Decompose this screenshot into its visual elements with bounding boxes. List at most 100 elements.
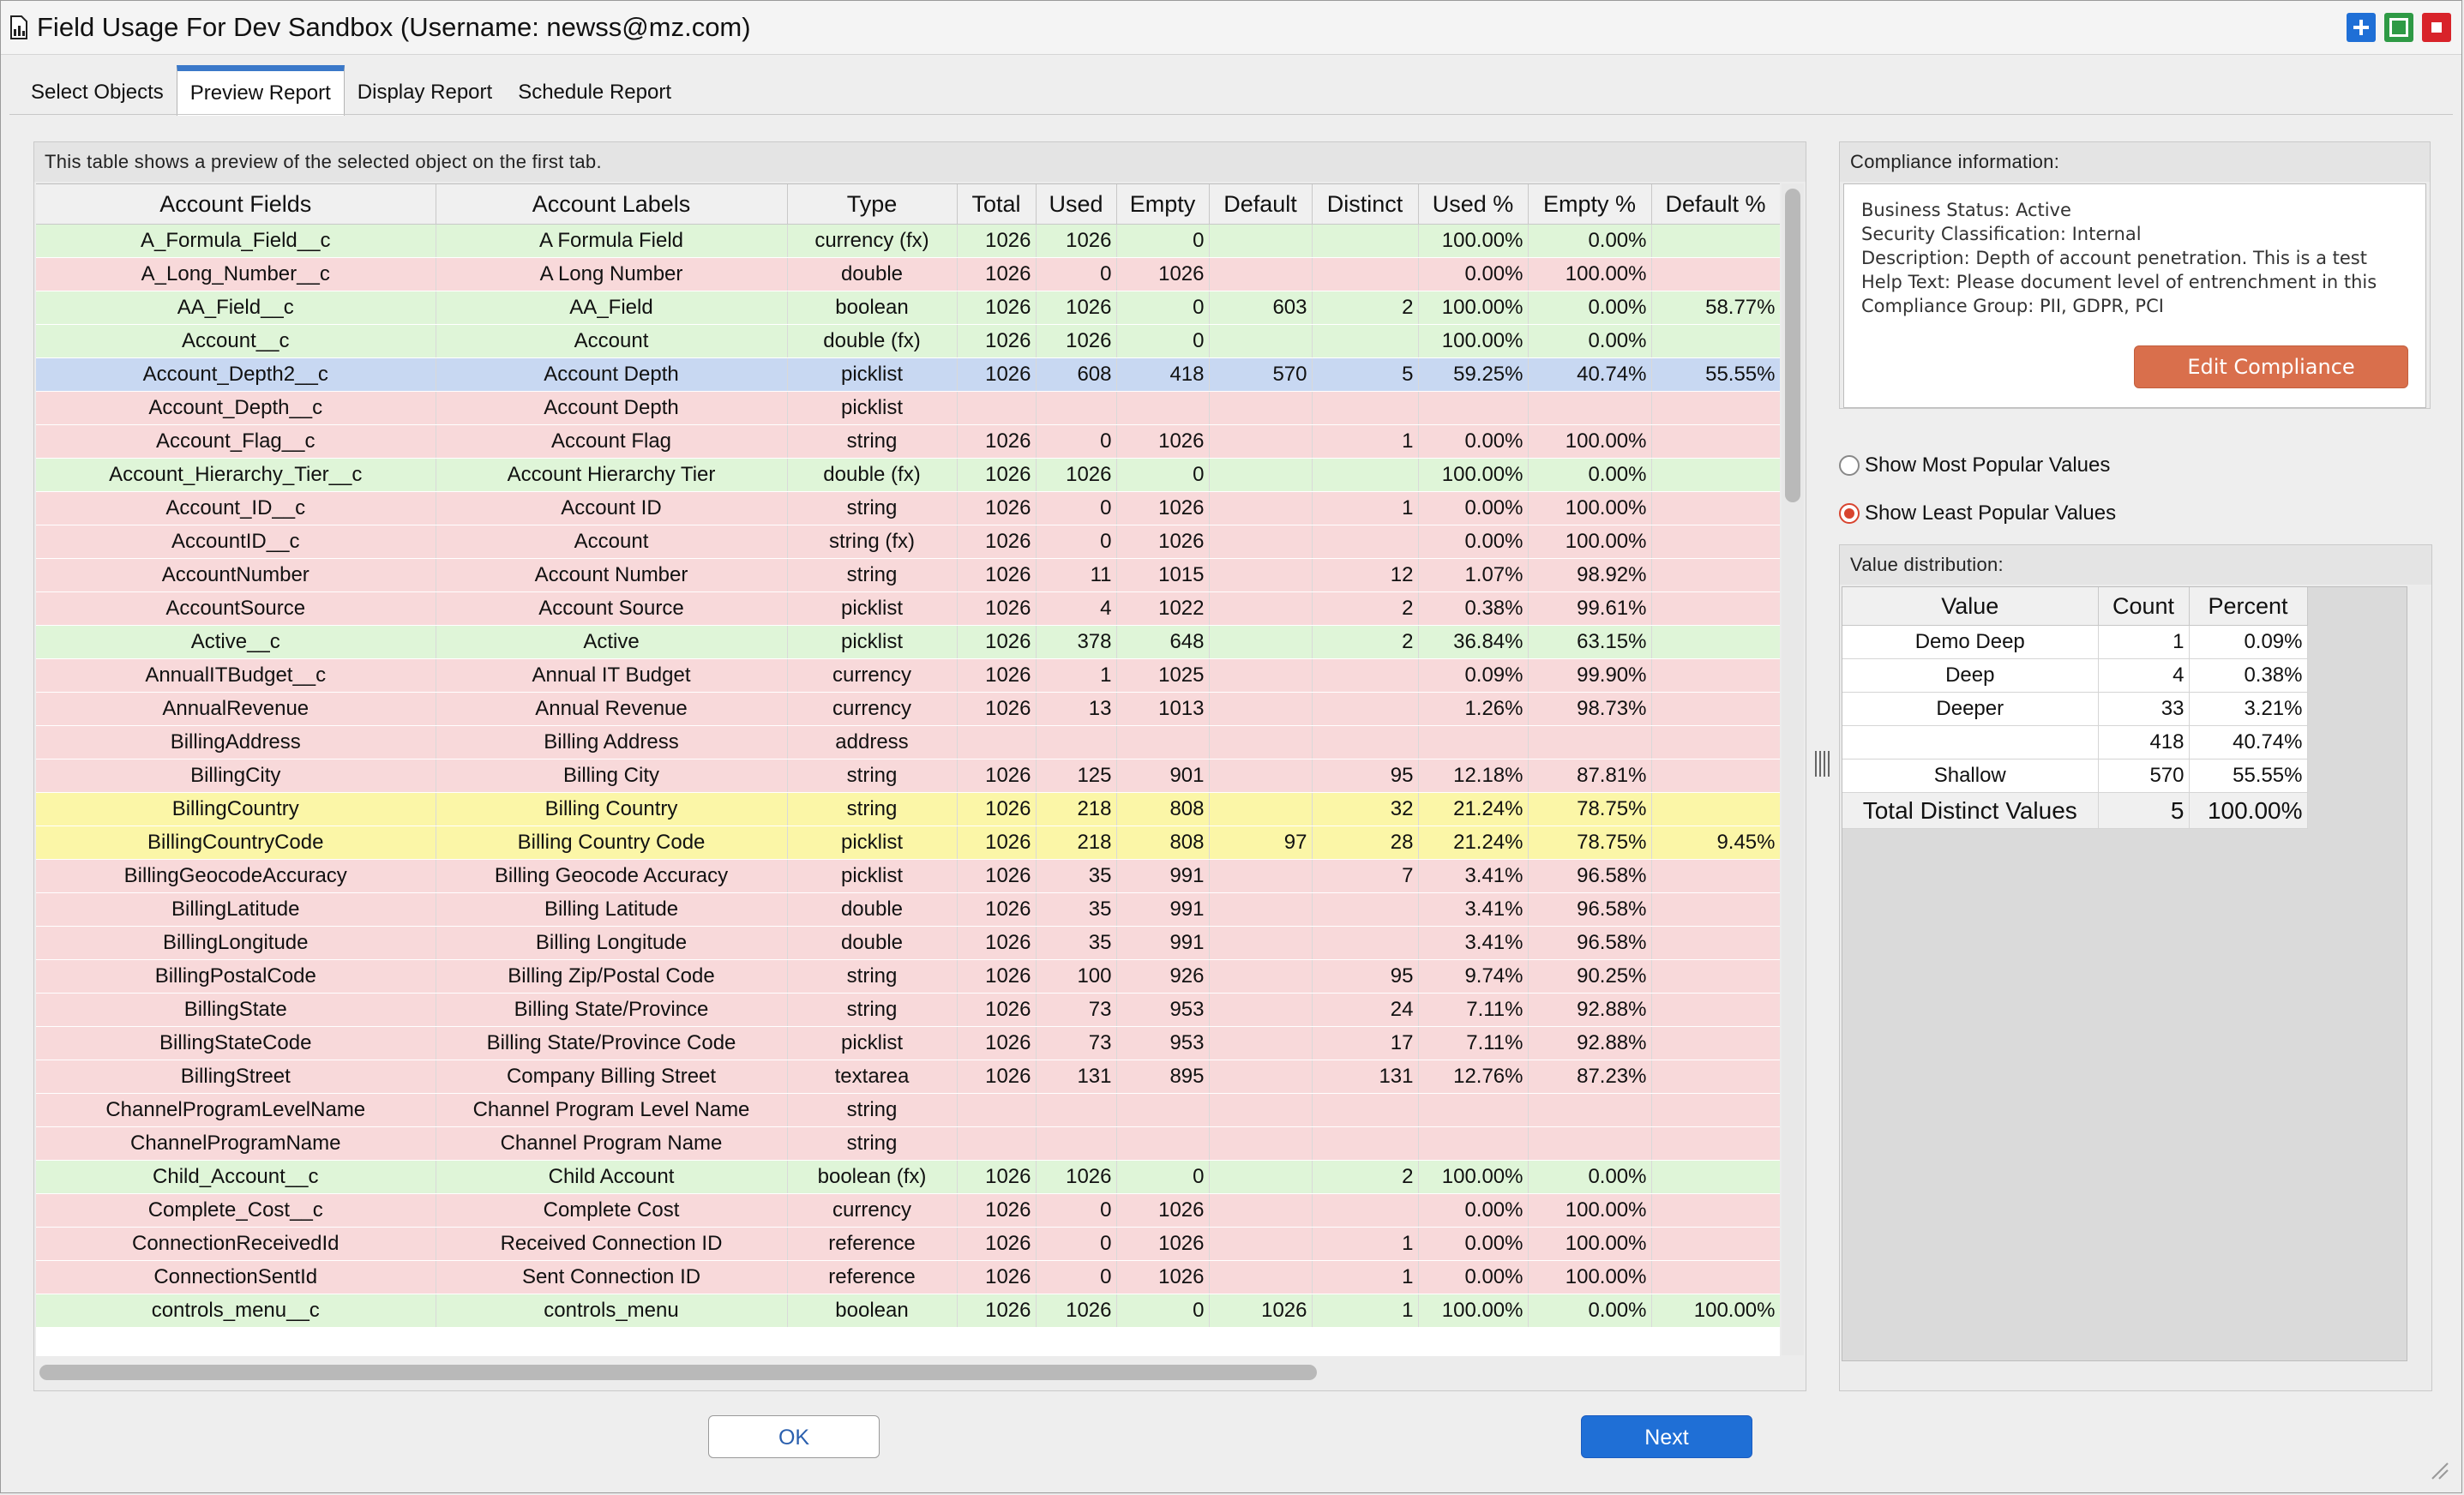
column-header[interactable]: Default % [1651, 184, 1780, 225]
list-item[interactable]: Deep 4 0.38% [1842, 658, 2308, 693]
column-header[interactable]: Account Fields [36, 184, 436, 225]
table-cell [1312, 1193, 1419, 1228]
table-row[interactable]: BillingCity Billing City string 1026 125 901 9… [36, 759, 1780, 793]
table-cell: ConnectionReceivedId [36, 1227, 436, 1261]
tab-preview-report[interactable]: Preview Report [176, 65, 345, 116]
ok-button[interactable]: OK [708, 1415, 880, 1458]
column-header[interactable]: Default [1209, 184, 1313, 225]
table-cell: 0.09% [2189, 625, 2308, 659]
column-header[interactable]: Value [1842, 587, 2099, 626]
column-header[interactable]: Count [2098, 587, 2190, 626]
table-row[interactable]: Child_Account__c Child Account boolean (fx… [36, 1160, 1780, 1194]
column-header[interactable]: Account Labels [436, 184, 788, 225]
table-cell: 100.00% [1418, 1160, 1529, 1194]
column-header[interactable]: Used [1036, 184, 1117, 225]
new-window-button[interactable] [2347, 13, 2376, 42]
table-cell: 59.25% [1418, 357, 1529, 392]
table-cell: 100.00% [1651, 1294, 1780, 1328]
close-button[interactable] [2422, 13, 2451, 42]
table-cell [1651, 658, 1780, 693]
table-cell: 1026 [957, 1026, 1037, 1060]
table-row[interactable]: BillingGeocodeAccuracy Billing Geocode Ac… [36, 859, 1780, 893]
table-cell [1209, 1160, 1313, 1194]
table-row[interactable]: A_Formula_Field__c A Formula Field currenc… [36, 224, 1780, 258]
table-cell: 3.41% [1418, 892, 1529, 927]
show-most-popular-option[interactable]: Show Most Popular Values [1839, 441, 2431, 489]
vertical-scrollbar[interactable] [1782, 183, 1804, 1355]
table-cell [1651, 725, 1780, 760]
table-cell [1209, 1227, 1313, 1261]
table-row[interactable]: A_Long_Number__c A Long Number double 1026 0… [36, 257, 1780, 291]
table-row[interactable]: BillingStreet Company Billing Street texta… [36, 1060, 1780, 1094]
column-header[interactable]: Empty % [1528, 184, 1652, 225]
list-item[interactable]: Shallow 570 55.55% [1842, 759, 2308, 793]
close-icon [2431, 22, 2442, 33]
tab-select-objects[interactable]: Select Objects [31, 81, 164, 104]
table-cell: 100.00% [1528, 1227, 1652, 1261]
table-cell: 100.00% [1528, 1260, 1652, 1294]
table-row[interactable]: AccountNumber Account Number string 1026 11 1… [36, 558, 1780, 592]
table-cell: double (fx) [787, 458, 958, 492]
table-row[interactable]: Account_Depth2__c Account Depth picklist 10… [36, 357, 1780, 392]
table-row[interactable]: Account_Depth__c Account Depth picklist [36, 391, 1780, 425]
table-cell: BillingStreet [36, 1060, 436, 1094]
tab-display-report[interactable]: Display Report [357, 81, 493, 104]
list-item[interactable]: Deeper 33 3.21% [1842, 692, 2308, 726]
table-row[interactable]: AnnualRevenue Annual Revenue currency 1026 1… [36, 692, 1780, 726]
table-row[interactable]: Account_ID__c Account ID string 1026 0 1026 1 0… [36, 491, 1780, 525]
table-row[interactable]: AccountSource Account Source picklist 1026 4… [36, 591, 1780, 626]
split-pane-handle[interactable] [1812, 747, 1832, 781]
table-row[interactable]: BillingPostalCode Billing Zip/Postal Code… [36, 959, 1780, 994]
table-row[interactable]: Complete_Cost__c Complete Cost currency 102… [36, 1193, 1780, 1228]
most-popular-radio[interactable] [1839, 455, 1860, 476]
table-row[interactable]: BillingCountryCode Billing Country Code pi… [36, 826, 1780, 860]
table-row[interactable]: Account_Hierarchy_Tier__c Account Hierarc… [36, 458, 1780, 492]
table-row[interactable]: Account_Flag__c Account Flag string 1026 0 10… [36, 424, 1780, 459]
vertical-scroll-thumb[interactable] [1785, 189, 1800, 502]
table-cell [1651, 391, 1780, 425]
edit-compliance-button[interactable]: Edit Compliance [2134, 345, 2408, 388]
column-header[interactable]: Total [957, 184, 1037, 225]
table-row[interactable]: BillingState Billing State/Province string… [36, 993, 1780, 1027]
list-item[interactable]: 418 40.74% [1842, 725, 2308, 760]
table-row[interactable]: BillingCountry Billing Country string 1026 2… [36, 792, 1780, 826]
table-row[interactable]: BillingAddress Billing Address address [36, 725, 1780, 760]
least-popular-radio[interactable] [1839, 503, 1860, 524]
resize-grip-icon[interactable] [2429, 1460, 2449, 1480]
tab-schedule-report[interactable]: Schedule Report [518, 81, 671, 104]
table-row[interactable]: ChannelProgramLevelName Channel Program L… [36, 1093, 1780, 1127]
table-row[interactable]: AccountID__c Account string (fx) 1026 0 1026 0… [36, 525, 1780, 559]
next-button[interactable]: Next [1581, 1415, 1752, 1458]
column-header[interactable]: Percent [2189, 587, 2308, 626]
table-cell: 100.00% [1418, 291, 1529, 325]
column-header[interactable]: Type [787, 184, 958, 225]
table-cell: 1026 [957, 491, 1037, 525]
maximize-button[interactable] [2384, 13, 2413, 42]
column-header[interactable]: Empty [1116, 184, 1210, 225]
table-cell: 100.00% [1418, 458, 1529, 492]
list-item[interactable]: Demo Deep 1 0.09% [1842, 625, 2308, 659]
column-header[interactable]: Distinct [1312, 184, 1419, 225]
table-cell [1651, 525, 1780, 559]
table-row[interactable]: AA_Field__c AA_Field boolean 1026 1026 0 603 2 1… [36, 291, 1780, 325]
table-row[interactable]: ConnectionReceivedId Received Connection … [36, 1227, 1780, 1261]
table-row[interactable]: AnnualITBudget__c Annual IT Budget currenc… [36, 658, 1780, 693]
table-row[interactable]: controls_menu__c controls_menu boolean 1026… [36, 1294, 1780, 1328]
table-row[interactable]: Account__c Account double (fx) 1026 1026 0 100… [36, 324, 1780, 358]
show-least-popular-option[interactable]: Show Least Popular Values [1839, 489, 2431, 537]
table-row[interactable]: ChannelProgramName Channel Program Name st… [36, 1126, 1780, 1161]
table-row[interactable]: BillingLongitude Billing Longitude double 1… [36, 926, 1780, 960]
table-row[interactable]: Active__c Active picklist 1026 378 648 2 36.84%… [36, 625, 1780, 659]
horizontal-scrollbar[interactable] [36, 1356, 1780, 1389]
horizontal-scroll-thumb[interactable] [39, 1365, 1317, 1380]
table-cell: 1026 [957, 692, 1037, 726]
table-row[interactable]: BillingLatitude Billing Latitude double 102… [36, 892, 1780, 927]
table-cell: Shallow [1842, 759, 2099, 793]
table-cell: controls_menu [436, 1294, 788, 1328]
table-row[interactable]: ConnectionSentId Sent Connection ID refere… [36, 1260, 1780, 1294]
table-cell: 7 [1312, 859, 1419, 893]
column-header[interactable]: Used % [1418, 184, 1529, 225]
table-cell [1312, 224, 1419, 258]
table-row[interactable]: BillingStateCode Billing State/Province C… [36, 1026, 1780, 1060]
table-cell: 73 [1036, 993, 1117, 1027]
